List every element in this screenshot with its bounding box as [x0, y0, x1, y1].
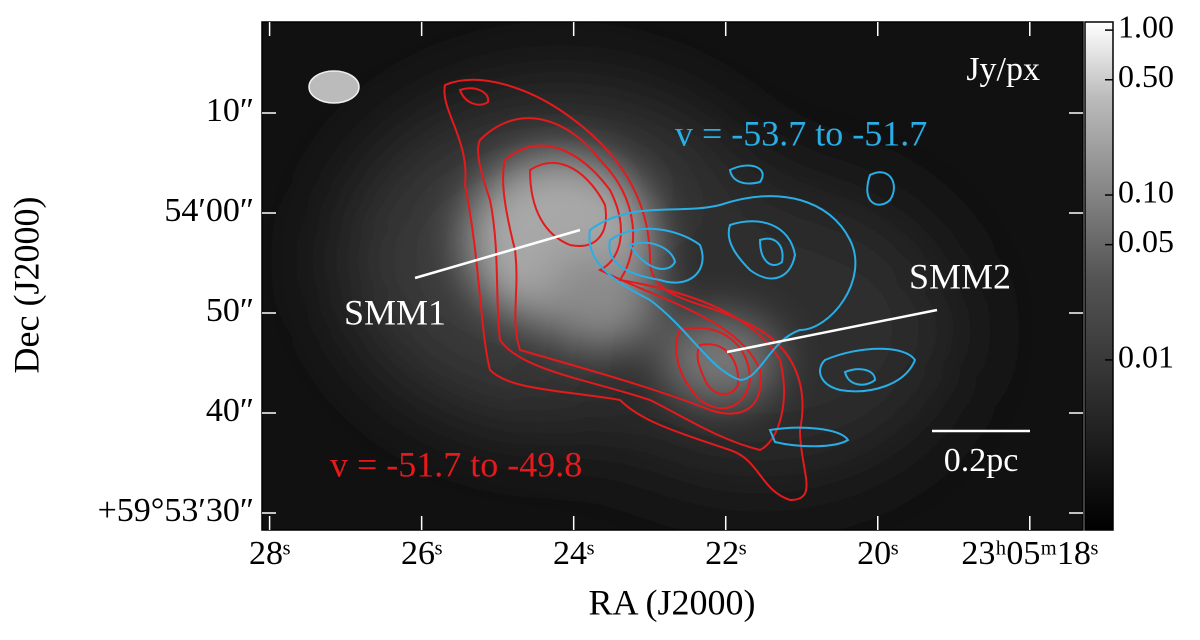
colorbar-tick-label: 0.10 [1118, 173, 1174, 209]
y-tick-label: +59°53′30″ [98, 492, 254, 529]
colorbar-label: Jy/px [966, 51, 1040, 88]
y-tick-label: 50″ [206, 292, 254, 329]
colorbar [1084, 21, 1114, 531]
colorbar-tick-label: 0.01 [1118, 338, 1174, 374]
colorbar-tick-label: 1.00 [1118, 8, 1174, 44]
pointer [414, 228, 581, 280]
annotation: v = -51.7 to -49.8 [330, 444, 582, 484]
image [262, 22, 1083, 530]
colorbar-tick-label: 0.05 [1118, 223, 1174, 259]
blue-contours [588, 164, 917, 448]
x-axis-label: RA (J2000) [588, 582, 755, 622]
colorbar-tick-label: 0.50 [1118, 58, 1174, 94]
x-tick-label: 22ˢ [705, 535, 746, 572]
y-tick-label: 54′00″ [164, 192, 254, 229]
x-tick-label: 23ʰ05ᵐ18ˢ [961, 535, 1098, 572]
annotation: SMM2 [909, 256, 1011, 296]
frame [261, 21, 1084, 531]
x-tick-label: 24ˢ [553, 535, 594, 572]
annotation: SMM1 [344, 292, 446, 332]
x-tick-label: 26ˢ [401, 535, 442, 572]
y-axis-label: Dec (J2000) [6, 197, 46, 374]
x-tick-label: 28ˢ [249, 535, 290, 572]
red-contours [443, 78, 808, 502]
annotation: v = -53.7 to -51.7 [675, 113, 927, 153]
pointer [726, 308, 938, 354]
beam [308, 70, 360, 104]
y-tick-label: 40″ [206, 392, 254, 429]
annotation: 0.2pc [944, 442, 1019, 479]
x-tick-label: 20ˢ [857, 535, 898, 572]
y-tick-label: 10″ [206, 92, 254, 129]
